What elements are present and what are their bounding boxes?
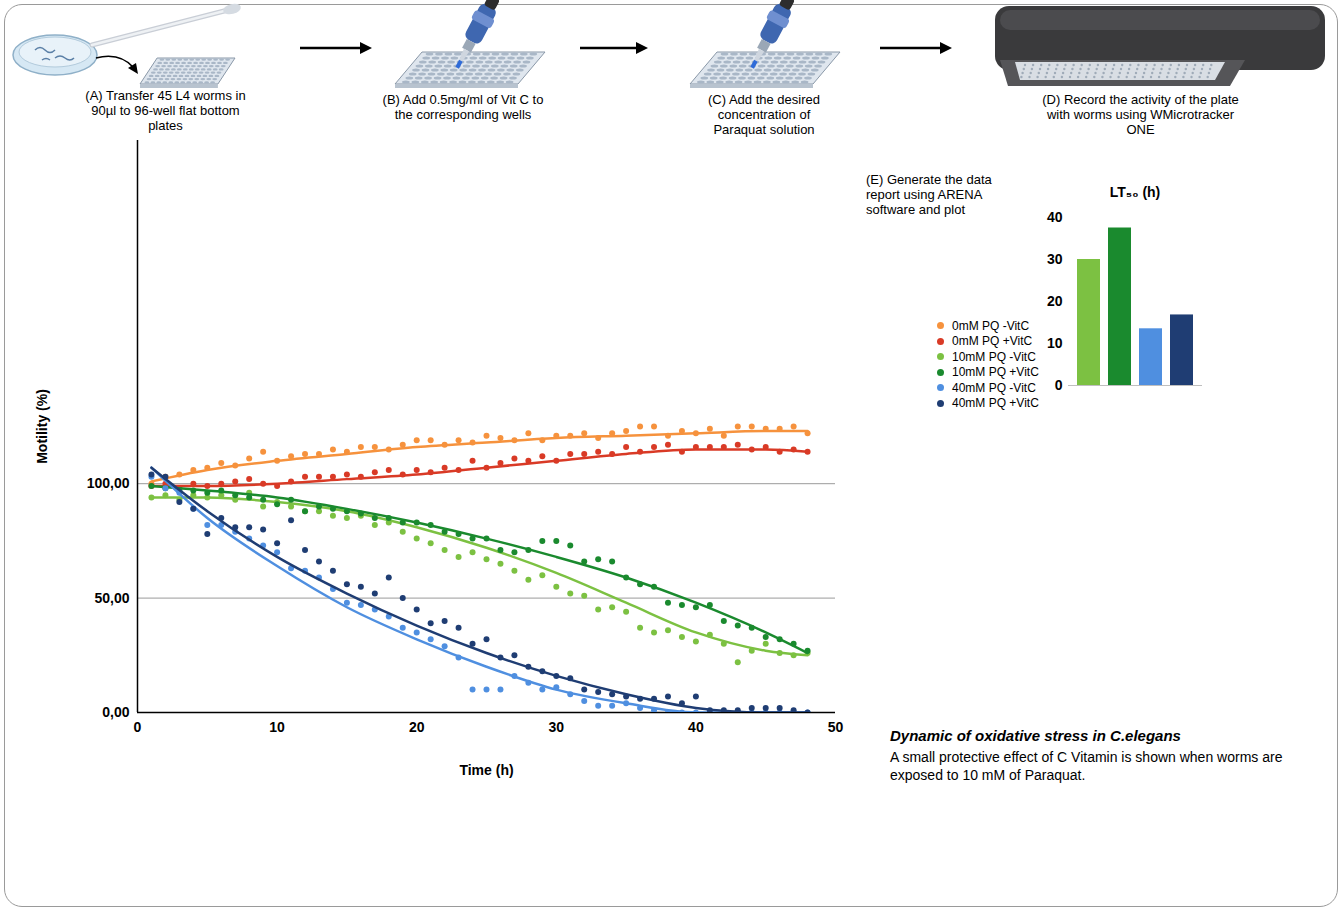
svg-text:40: 40 (1047, 209, 1063, 225)
html-text:(E) Generate the data report u: (E) Generate the data report using ARENA… (866, 172, 992, 217)
svg-text:0: 0 (134, 719, 142, 735)
svg-text:50: 50 (828, 719, 844, 735)
html-text:A small protective effect of C: A small protective effect of C Vitamin i… (890, 749, 1283, 783)
html-text:(D) Record the activity of the: (D) Record the activity of the plate wit… (1042, 92, 1239, 137)
svg-text:10: 10 (269, 719, 285, 735)
html-text:40mM PQ +VitC: 40mM PQ +VitC (952, 396, 1039, 411)
html-text:10mM PQ +VitC: 10mM PQ +VitC (952, 365, 1039, 380)
svg-text:0,00: 0,00 (102, 704, 129, 720)
html-text:(C) Add the desired concentrat: (C) Add the desired concentration of Par… (708, 92, 820, 137)
html-text:40mM PQ -VitC: 40mM PQ -VitC (952, 380, 1036, 395)
html-text:10mM PQ -VitC: 10mM PQ -VitC (952, 349, 1036, 364)
svg-text:Time (h): Time (h) (459, 762, 513, 778)
html-text:(B) Add 0.5mg/ml of Vit C to t: (B) Add 0.5mg/ml of Vit C to the corresp… (382, 92, 544, 122)
svg-text:30: 30 (1047, 251, 1063, 267)
html-text:(A) Transfer 45 L4 worms in 90: (A) Transfer 45 L4 worms in 90µl to 96-w… (85, 88, 246, 133)
html-text:Dynamic of oxidative stress in: Dynamic of oxidative stress in C.elegans (890, 727, 1181, 744)
svg-text:0: 0 (1055, 377, 1063, 393)
svg-text:20: 20 (1047, 293, 1063, 309)
html-text:LT₅₀ (h): LT₅₀ (h) (1109, 184, 1161, 200)
html-text:0mM PQ +VitC: 0mM PQ +VitC (952, 334, 1033, 349)
svg-text:10: 10 (1047, 335, 1063, 351)
svg-text:100,00: 100,00 (87, 475, 130, 491)
svg-text:40: 40 (688, 719, 704, 735)
svg-text:30: 30 (549, 719, 565, 735)
svg-text:20: 20 (409, 719, 425, 735)
html-text:0mM PQ -VitC: 0mM PQ -VitC (952, 318, 1030, 333)
svg-text:50,00: 50,00 (94, 590, 129, 606)
svg-text:Motility (%): Motility (%) (34, 389, 50, 464)
